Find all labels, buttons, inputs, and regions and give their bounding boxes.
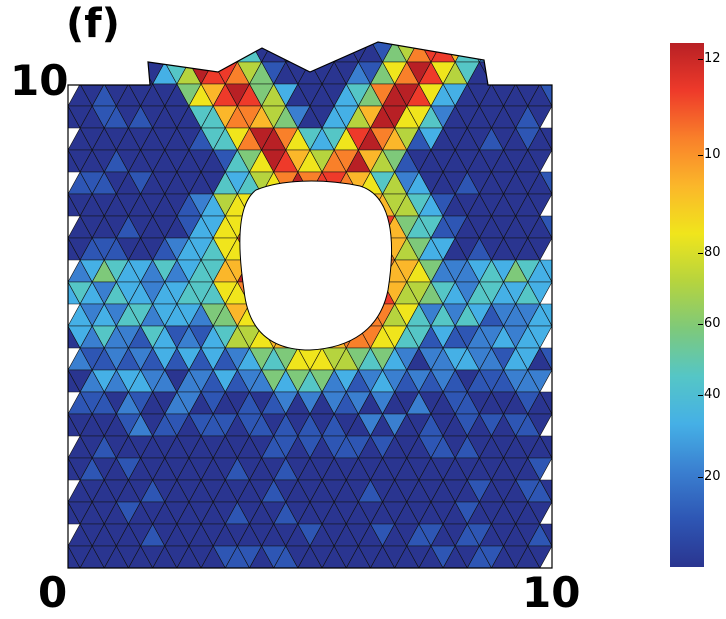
- mesh-element: [478, 42, 505, 63]
- mesh-element: [539, 303, 552, 327]
- mesh-element: [527, 369, 552, 393]
- mesh-element: [115, 61, 142, 85]
- mesh-element: [430, 42, 456, 63]
- mesh-element: [79, 42, 105, 63]
- mesh-element: [103, 61, 130, 85]
- mesh-element: [503, 61, 529, 85]
- mesh-elements: [68, 42, 552, 568]
- mesh-element: [68, 61, 93, 85]
- mesh-element: [527, 457, 552, 481]
- mesh-element: [188, 42, 214, 63]
- mesh-element: [527, 105, 552, 129]
- mesh-element: [212, 42, 238, 63]
- mesh-element: [503, 42, 529, 63]
- mesh-element: [68, 42, 93, 63]
- mesh-element: [527, 281, 552, 305]
- mesh-element: [527, 501, 552, 525]
- mesh-element: [539, 215, 552, 239]
- mesh-element: [285, 42, 311, 63]
- mesh-element: [127, 42, 154, 63]
- mesh-element: [490, 42, 517, 63]
- colorbar-tick: 40: [698, 387, 721, 402]
- mesh-element: [539, 171, 552, 195]
- mesh-element: [515, 61, 541, 85]
- mesh-element: [527, 413, 552, 437]
- mesh-element: [115, 42, 142, 63]
- mesh-element: [539, 259, 552, 283]
- mesh-element: [539, 523, 552, 547]
- colorbar-tick: 20: [698, 469, 721, 484]
- mesh-element: [527, 42, 552, 63]
- mesh-element: [539, 391, 552, 415]
- mesh-element: [539, 479, 552, 503]
- mesh-element: [539, 435, 552, 459]
- mesh-element: [200, 42, 226, 63]
- mesh-element: [539, 42, 552, 63]
- mesh-element: [309, 42, 335, 63]
- mesh-element: [91, 61, 117, 85]
- mesh-element: [539, 83, 552, 107]
- mesh-element: [527, 149, 552, 173]
- mesh-element: [79, 61, 105, 85]
- mesh-element: [539, 347, 552, 371]
- mesh-element: [527, 545, 552, 568]
- colorbar: [670, 43, 704, 567]
- colorbar-tick: 12: [698, 51, 721, 66]
- mesh-element: [140, 42, 166, 63]
- mesh-element: [333, 42, 359, 63]
- y-axis-tick-top: 10: [10, 56, 69, 105]
- mesh-element: [91, 42, 117, 63]
- mesh-element: [527, 193, 552, 217]
- mesh-element: [164, 42, 190, 63]
- mesh-element: [527, 325, 552, 349]
- colorbar-tick: 60: [698, 316, 721, 331]
- mesh-element: [515, 42, 541, 63]
- plate-outline: [67, 41, 553, 569]
- colorbar-tick: 10: [698, 147, 721, 162]
- mesh-element: [68, 61, 81, 85]
- mesh-element: [527, 237, 552, 261]
- x-axis-tick-right: 10: [522, 568, 581, 617]
- panel-label: (f): [66, 1, 120, 47]
- mesh-element: [176, 42, 202, 63]
- mesh-element: [539, 127, 552, 151]
- central-hole: [239, 180, 392, 351]
- colorbar-tick: 80: [698, 245, 721, 260]
- x-axis-tick-left: 0: [38, 568, 68, 617]
- mesh-element: [490, 61, 517, 85]
- mesh-element: [103, 42, 130, 63]
- mesh-element: [297, 42, 323, 63]
- mesh-element: [527, 61, 552, 85]
- mesh-element: [152, 42, 178, 63]
